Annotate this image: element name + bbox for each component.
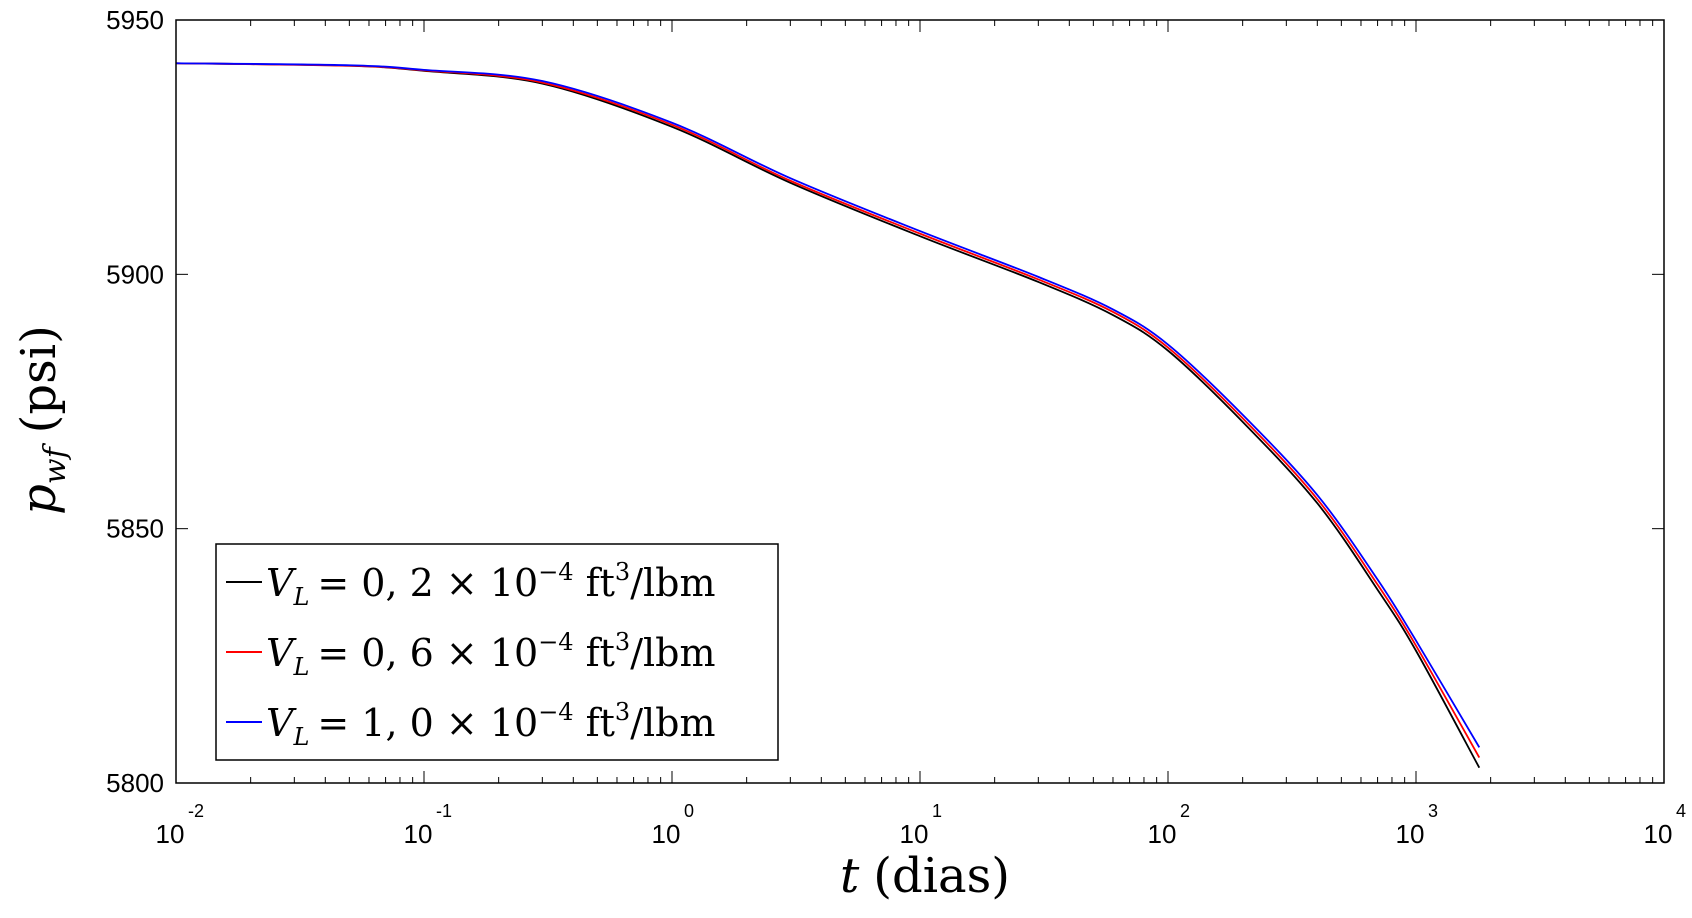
- x-tick-label: 10: [900, 819, 929, 849]
- x-tick-exponent: 0: [684, 801, 694, 821]
- y-tick-label: 5850: [106, 514, 164, 544]
- x-tick-exponent: 1: [932, 801, 942, 821]
- y-tick-label: 5900: [106, 259, 164, 289]
- legend: VL = 0, 2 × 10−4 ft3/lbm VL = 0, 6 × 10−4 ft…: [215, 543, 779, 761]
- legend-label-2: VL = 1, 0 × 10−4 ft3/lbm: [266, 698, 716, 751]
- legend-entry: VL = 1, 0 × 10−4 ft3/lbm: [226, 698, 716, 751]
- x-tick-label: 10: [1396, 819, 1425, 849]
- x-tick-exponent: -2: [188, 801, 204, 821]
- x-axis-label-rest: (dias): [873, 848, 1010, 904]
- x-tick-exponent: 4: [1676, 801, 1686, 821]
- y-axis-label-sub: wf: [38, 442, 73, 484]
- y-axis-label-rest: (psi): [11, 325, 67, 433]
- x-axis-label: t (dias): [840, 848, 1010, 904]
- ticks-layer: [175, 19, 1665, 784]
- x-tick-label: 10: [1148, 819, 1177, 849]
- legend-label-1: VL = 0, 6 × 10−4 ft3/lbm: [266, 628, 716, 681]
- y-tick-label: 5950: [106, 5, 164, 35]
- legend-label-0: VL = 0, 2 × 10−4 ft3/lbm: [266, 558, 716, 611]
- series-line-2: [175, 62, 1481, 748]
- legend-entry: VL = 0, 2 × 10−4 ft3/lbm: [226, 558, 716, 611]
- x-tick-label: 10: [652, 819, 681, 849]
- y-tick-label: 5800: [106, 768, 164, 798]
- x-tick-label: 10: [156, 819, 185, 849]
- x-tick-exponent: 3: [1428, 801, 1438, 821]
- x-tick-label: 10: [1644, 819, 1673, 849]
- x-axis-label-var: t: [840, 848, 860, 904]
- x-tick-exponent: 2: [1180, 801, 1190, 821]
- y-axis-label-var: p: [11, 484, 67, 515]
- series-layer: [175, 62, 1481, 769]
- x-tick-label: 10: [404, 819, 433, 849]
- x-tick-exponent: -1: [436, 801, 452, 821]
- legend-entry: VL = 0, 6 × 10−4 ft3/lbm: [226, 628, 716, 681]
- y-axis-label: pwf (psi): [11, 325, 73, 515]
- legend-box: [215, 543, 779, 761]
